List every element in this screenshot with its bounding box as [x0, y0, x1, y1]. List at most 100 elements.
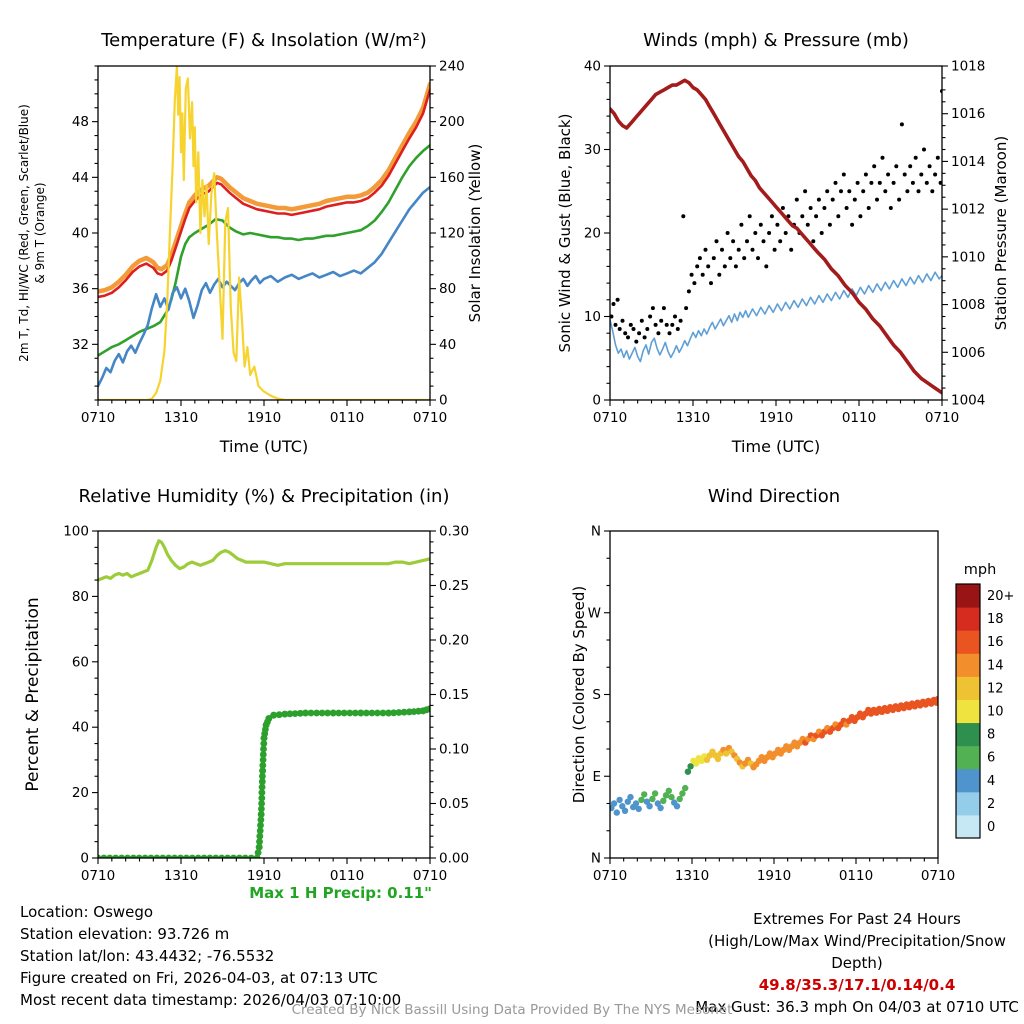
- chart-humidity-precipitation: 0710 1310 1910 0110 0710 0 20 40 60 80 100 Percent …: [0, 464, 512, 904]
- y-left-tick-label: 40: [72, 226, 89, 242]
- x-tick-label: 0710: [921, 868, 955, 884]
- plot-area: [610, 78, 942, 395]
- series-precipitation: [98, 705, 430, 858]
- y-left-tick-label: 40: [584, 59, 601, 75]
- y-right-tick-label: 0.20: [439, 633, 469, 649]
- y-left-tick-label: 20: [72, 785, 89, 801]
- colorbar-label: 0: [987, 820, 995, 835]
- x-tick-label: 0710: [81, 868, 115, 884]
- y-right-axis-label: Station Pressure (Maroon): [992, 136, 1010, 330]
- y-right-tick-label: 40: [439, 337, 456, 353]
- plot-area: [98, 66, 430, 400]
- colorbar-title: mph: [964, 562, 997, 578]
- x-tick-label: 0110: [842, 410, 876, 426]
- y-right-tick-label: 0: [439, 393, 448, 409]
- x-tick-label: 1310: [676, 410, 710, 426]
- y-left-tick-label: 80: [72, 589, 89, 605]
- y-right-tick-label: 120: [439, 226, 465, 242]
- plot-frame: [609, 65, 943, 401]
- chart-svg-winds_pressure: 0710 1310 1910 0110 0710 Time (UTC) 0 10 20 30 40 S…: [556, 30, 1010, 456]
- y-left-axis-label: Percent & Precipitation: [23, 597, 43, 791]
- chart-title: Winds (mph) & Pressure (mb): [643, 30, 909, 51]
- y-left-tick-label: 32: [72, 337, 89, 353]
- y-right-tick-label: 1016: [951, 106, 985, 122]
- y-right-tick-label: 0.05: [439, 796, 469, 812]
- station-latlon: Station lat/lon: 43.4432; -76.5532: [20, 947, 275, 965]
- station-info-block: Location: Oswego Station elevation: 93.7…: [20, 901, 401, 1011]
- y-left-tick-label: 44: [72, 170, 89, 186]
- colorbar-label: 8: [987, 728, 995, 743]
- chart-svg-temp_insolation: 0710 1310 1910 0110 0710 Time (UTC) 32 36 40 44 48…: [17, 30, 484, 456]
- y-left-axis-label: & 9m T (Orange): [33, 182, 47, 283]
- chart-temperature-insolation: 0710 1310 1910 0110 0710 Time (UTC) 32 36 40 44 48…: [0, 0, 512, 464]
- y-left-tick-label: N: [591, 524, 601, 540]
- plot-area: [98, 539, 430, 858]
- y-right-tick-label: 1008: [951, 297, 985, 313]
- colorbar-label: 14: [987, 658, 1004, 673]
- chart-title: Relative Humidity (%) & Precipitation (i…: [79, 486, 450, 507]
- series-gusts: [610, 89, 942, 344]
- y-right-tick-label: 200: [439, 114, 465, 130]
- x-tick-label: 0710: [593, 868, 627, 884]
- x-tick-label: 1310: [164, 868, 198, 884]
- max-gust: Max Gust: 36.3 mph On 04/03 at 0710 UTC: [695, 998, 1019, 1016]
- colorbar-label: 20+: [987, 589, 1014, 604]
- x-tick-label: 1910: [247, 410, 281, 426]
- x-tick-label: 0110: [839, 868, 873, 884]
- y-right-tick-label: 1010: [951, 249, 985, 265]
- y-right-tick-label: 0.10: [439, 742, 469, 758]
- y-left-tick-label: 40: [72, 720, 89, 736]
- y-right-tick-label: 80: [439, 281, 456, 297]
- plot-frame: [97, 65, 431, 401]
- x-tick-label: 1910: [247, 868, 281, 884]
- y-left-axis-label: Sonic Wind & Gust (Blue, Black): [556, 114, 574, 353]
- y-right-tick-label: 0.00: [439, 851, 469, 867]
- y-right-tick-label: 1012: [951, 202, 985, 218]
- x-tick-label: 0710: [413, 410, 447, 426]
- colorbar-label: 2: [987, 797, 995, 812]
- colorbar-label: 18: [987, 612, 1004, 627]
- x-tick-label: 1310: [164, 410, 198, 426]
- y-left-tick-label: 36: [72, 281, 89, 297]
- colorbar-label: 4: [987, 774, 995, 789]
- y-right-tick-label: 240: [439, 59, 465, 75]
- y-right-tick-label: 0.25: [439, 578, 469, 594]
- y-left-axis-label: 2m T, Td, HI/WC (Red, Green, Scarlet/Blu…: [17, 104, 31, 362]
- x-tick-label: 0110: [330, 410, 364, 426]
- x-axis-label: Time (UTC): [731, 437, 820, 456]
- series-wind-chill: [98, 185, 430, 388]
- y-left-tick-label: 100: [63, 524, 89, 540]
- data-timestamp: Most recent data timestamp: 2026/04/03 0…: [20, 991, 402, 1009]
- station-location: Location: Oswego: [20, 903, 154, 921]
- y-left-tick-label: W: [588, 605, 601, 621]
- y-right-tick-label: 160: [439, 170, 465, 186]
- x-tick-label: 0710: [925, 410, 959, 426]
- max-precip-note: Max 1 H Precip: 0.11": [249, 884, 432, 902]
- y-left-tick-label: 48: [72, 114, 89, 130]
- colorbar-label: 6: [987, 751, 995, 766]
- y-right-tick-label: 1004: [951, 393, 985, 409]
- y-left-tick-label: 0: [80, 851, 89, 867]
- y-right-tick-label: 1014: [951, 154, 985, 170]
- y-left-tick-label: E: [592, 769, 601, 785]
- y-right-tick-label: 1018: [951, 59, 985, 75]
- x-tick-label: 0110: [330, 868, 364, 884]
- x-tick-label: 1910: [759, 410, 793, 426]
- credit-footer: Created By Nick Bassill Using Data Provi…: [291, 1002, 733, 1018]
- extremes-subtitle: (High/Low/Max Wind/Precipitation/Snow De…: [708, 932, 1006, 972]
- x-tick-label: 0710: [81, 410, 115, 426]
- y-right-tick-label: 0.30: [439, 524, 469, 540]
- y-left-tick-label: 30: [584, 142, 601, 158]
- plot-area: [610, 695, 938, 816]
- y-right-tick-label: 1006: [951, 345, 985, 361]
- series-dewpoint: [98, 144, 430, 357]
- y-left-tick-label: 20: [584, 226, 601, 242]
- station-elevation: Station elevation: 93.726 m: [20, 925, 230, 943]
- x-tick-label: 0710: [413, 868, 447, 884]
- chart-wind-direction: 0710 1310 1910 0110 0710 N E S W N Direction (Colo…: [512, 464, 1024, 904]
- extremes-block: Extremes For Past 24 Hours (High/Low/Max…: [680, 908, 1024, 1018]
- chart-svg-humidity_precip: 0710 1310 1910 0110 0710020406080100Percent …: [23, 486, 469, 884]
- colorbar-label: 12: [987, 681, 1004, 696]
- series-direction-by-speed: [610, 695, 938, 816]
